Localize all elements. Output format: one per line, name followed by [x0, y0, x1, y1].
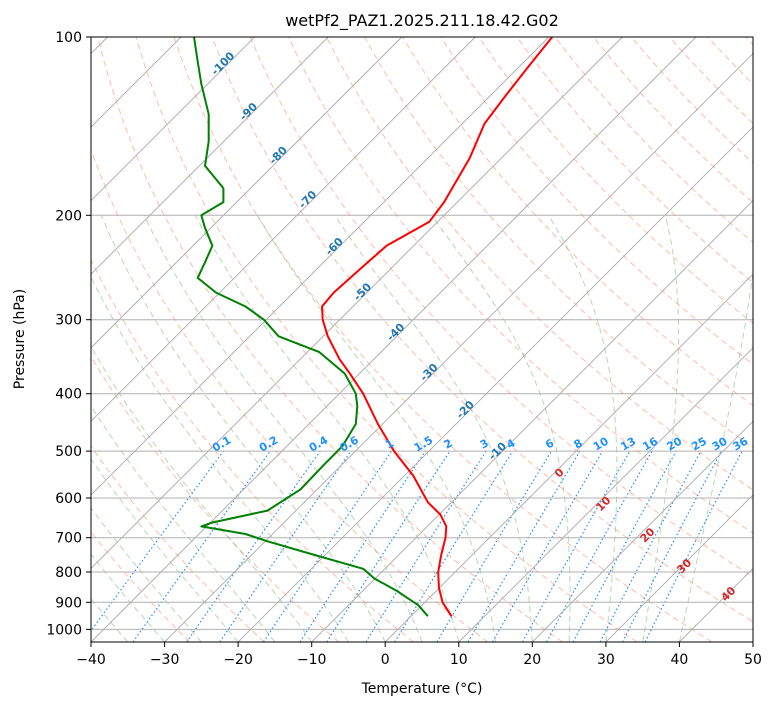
moist-adiabat [194, 215, 460, 642]
y-tick-label: 300 [55, 313, 82, 329]
isotherm [311, 199, 753, 642]
moist-adiabat [91, 405, 276, 642]
dry-adiabat [91, 258, 414, 642]
mixing-ratio-line [394, 450, 514, 642]
moist-adiabat [143, 215, 423, 642]
moist-adiabat [642, 215, 680, 642]
y-tick-label: 1000 [46, 622, 82, 638]
x-tick-label: 30 [597, 652, 615, 668]
axes: −40 −30 −20 −10 0 10 20 30 40 50 100 200 300 400 500 60… [46, 30, 762, 668]
mixing-ratio-line [644, 450, 743, 642]
dry-adiabat [249, 37, 753, 578]
plot-area [91, 37, 753, 642]
dry-adiabat [287, 37, 753, 534]
y-axis-label: Pressure (hPa) [12, 289, 28, 389]
isotherm [91, 37, 550, 496]
y-tick-label: 500 [55, 444, 82, 460]
mixing-ratio-line [219, 450, 352, 642]
x-tick-label: −20 [223, 652, 253, 668]
isotherm [91, 37, 329, 275]
isotherm [237, 126, 753, 642]
x-tick-label: 20 [523, 652, 541, 668]
mixing-ratio-line [91, 450, 224, 632]
x-tick-label: 0 [381, 652, 390, 668]
dry-adiabat [326, 37, 753, 491]
mixing-ratio-line [299, 450, 426, 642]
x-tick-label: −30 [150, 652, 180, 668]
isotherm [91, 37, 697, 642]
y-tick-label: 700 [55, 531, 82, 547]
dry-adiabat [91, 355, 340, 642]
dry-adiabat [135, 37, 638, 642]
moist-adiabat [334, 215, 533, 642]
mixing-ratio-line [326, 450, 451, 642]
y-tick-label: 900 [55, 595, 82, 611]
isotherm [91, 37, 256, 202]
isotherm [531, 420, 753, 642]
moist-adiabat [431, 215, 571, 642]
moist-adiabat [91, 345, 313, 642]
mixing-ratio-line [572, 450, 677, 642]
mixing-ratio-line [546, 450, 653, 642]
x-tick-label: 50 [744, 652, 762, 668]
moist-adiabat [91, 458, 239, 642]
x-tick-label: −10 [297, 652, 327, 668]
moist-adiabat [100, 215, 386, 642]
isotherm [91, 37, 476, 423]
moist-adiabat [548, 215, 618, 642]
isotherm [384, 273, 753, 642]
isotherm [605, 494, 753, 642]
temperature-line [321, 37, 553, 617]
y-tick-label: 200 [55, 208, 82, 224]
x-axis-label: Temperature (°C) [361, 681, 483, 697]
y-tick-label: 400 [55, 387, 82, 403]
dry-adiabat [173, 37, 713, 642]
mixing-ratio-line [262, 450, 392, 642]
y-tick-label: 800 [55, 565, 82, 581]
isotherm [91, 37, 403, 349]
mixing-ratio-line [186, 450, 321, 642]
x-tick-label: 40 [670, 652, 688, 668]
plot-frame [90, 36, 754, 643]
moist-adiabat [678, 269, 753, 642]
isotherm [458, 347, 753, 642]
mixing-ratio-line [132, 450, 271, 642]
x-tick-label: 10 [450, 652, 468, 668]
y-tick-label: 100 [55, 30, 82, 46]
dry-adiabat [91, 445, 265, 642]
y-tick-label: 600 [55, 491, 82, 507]
dewpoint-line [193, 37, 429, 617]
chart-title: wetPf2_PAZ1.2025.211.18.42.G02 [285, 11, 559, 31]
isotherm [91, 37, 623, 570]
mixing-ratio-line [521, 450, 631, 642]
dry-adiabat [211, 37, 753, 623]
x-tick-label: −40 [76, 652, 106, 668]
